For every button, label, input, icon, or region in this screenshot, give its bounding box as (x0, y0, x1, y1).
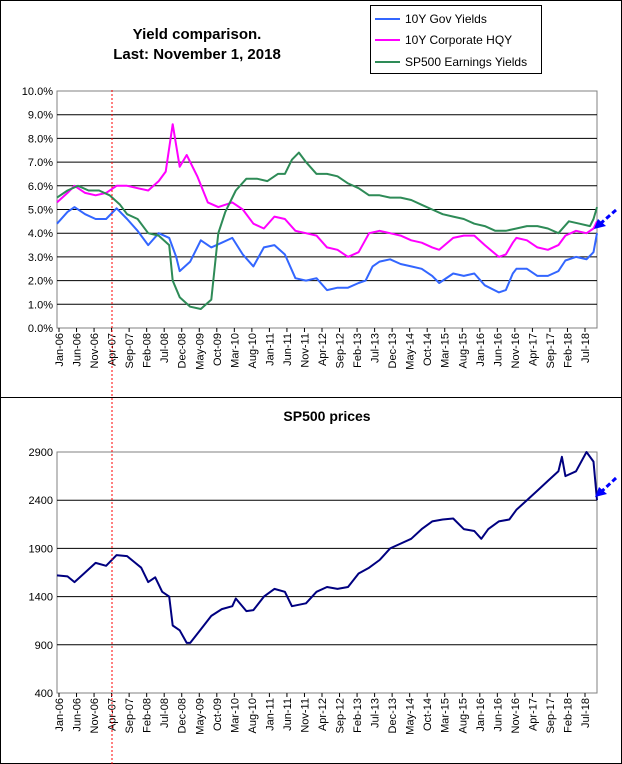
sp500-x-tick-label: Sep-07 (124, 698, 136, 733)
yield-x-tick-label: Nov-11 (299, 333, 311, 368)
yield-y-tick-label: 7.0% (28, 157, 53, 169)
sp500-chart-title: SP500 prices (283, 408, 370, 424)
yield-x-tick-label: Apr-17 (527, 333, 539, 366)
sp500-line-series-0 (56, 451, 598, 644)
yield-x-tick-label: Oct-09 (212, 333, 224, 366)
yield-x-tick-label: Feb-18 (562, 333, 574, 368)
yield-x-tick-label: Jun-06 (72, 333, 84, 367)
yield-x-tick-label: Jan-16 (475, 333, 487, 367)
sp500-x-tick-label: Jan-11 (264, 698, 276, 731)
sp500-x-tick-label: May-09 (194, 698, 206, 735)
sp500-x-tick-label: Mar-15 (440, 698, 452, 733)
yield-x-tick-label: Mar-10 (229, 333, 241, 368)
yield-legend: 10Y Gov Yields 10Y Corporate HQY SP500 E… (370, 5, 542, 74)
sp500-y-tick-label: 2400 (29, 495, 53, 507)
legend-label-corporate: 10Y Corporate HQY (405, 33, 512, 47)
sp500-x-tick-label: Feb-08 (142, 698, 154, 733)
sp500-x-tick-label: Dec-13 (387, 698, 399, 733)
yield-chart-subtitle: Last: November 1, 2018 (113, 46, 281, 63)
sp500-y-tick-label: 900 (35, 640, 53, 652)
yield-y-tick-label: 2.0% (28, 276, 53, 288)
yield-y-tick-label: 6.0% (28, 181, 53, 193)
yield-x-tick-label: Dec-13 (387, 333, 399, 368)
yield-line-sp500-earnings-yields (56, 151, 598, 310)
yield-x-tick-label: Mar-15 (440, 333, 452, 368)
sp500-x-tick-label: Nov-16 (510, 698, 522, 733)
sp500-x-tick-label: Sep-17 (545, 698, 557, 733)
legend-label-earnings: SP500 Earnings Yields (405, 55, 527, 69)
yield-x-tick-label: Sep-12 (335, 333, 347, 368)
yield-x-tick-label: Nov-06 (89, 333, 101, 368)
yield-x-tick-label: Jan-11 (264, 333, 276, 366)
yield-y-tick-label: 0.0% (28, 323, 53, 335)
sp500-x-tick-label: Oct-14 (422, 698, 434, 731)
yield-x-tick-label: Jun-11 (282, 333, 294, 366)
sp500-x-tick-label: Apr-12 (317, 698, 329, 731)
yield-line-10y-corporate-hqy (56, 123, 598, 258)
yield-x-tick-label: Jul-08 (159, 333, 171, 363)
yield-y-tick-label: 4.0% (28, 228, 53, 240)
yield-x-tick-label: Nov-16 (510, 333, 522, 368)
sp500-plot-layer: 400 900 1400 1900 2400 2900 Jan-06 Jun-06 Nov-06… (29, 447, 598, 735)
yield-x-tick-label: Feb-13 (352, 333, 364, 368)
sp500-x-tick-label: Jun-06 (72, 698, 84, 732)
arrow-annotation-sp500 (595, 476, 618, 497)
yield-x-tick-label: Jul-13 (370, 333, 382, 363)
sp500-x-tick-label: Jul-08 (159, 698, 171, 728)
sp500-y-tick-label: 1900 (29, 543, 53, 555)
yield-x-tick-label: Apr-12 (317, 333, 329, 366)
sp500-x-tick-label: Dec-08 (177, 698, 189, 733)
sp500-x-tick-label: Nov-06 (89, 698, 101, 733)
yield-plot-layer: 0.0% 1.0% 2.0% 3.0% 4.0% 5.0% 6.0% 7.0% 8.0% 9.0%… (22, 86, 598, 370)
yield-x-tick-label: Jan-06 (54, 333, 66, 367)
sp500-x-tick-label: Jul-18 (580, 698, 592, 728)
sp500-y-tick-label: 1400 (29, 592, 53, 604)
yield-x-tick-label: Aug-10 (247, 333, 259, 368)
arrow-annotation-yields (594, 208, 617, 229)
sp500-x-tick-label: Oct-09 (212, 698, 224, 731)
yield-x-tick-label: Jul-18 (580, 333, 592, 363)
yield-y-tick-label: 3.0% (28, 252, 53, 264)
sp500-x-tick-label: May-14 (405, 698, 417, 735)
yield-y-tick-label: 1.0% (28, 299, 53, 311)
yield-x-tick-label: Jun-16 (492, 333, 504, 367)
sp500-x-tick-label: Aug-10 (247, 698, 259, 733)
yield-x-tick-label: Sep-17 (545, 333, 557, 368)
sp500-x-tick-label: Jul-13 (370, 698, 382, 728)
yield-y-tick-label: 10.0% (22, 86, 53, 98)
yield-x-tick-label: May-14 (405, 333, 417, 370)
sp500-x-tick-label: Aug-15 (457, 698, 469, 733)
sp500-x-tick-label: Feb-13 (352, 698, 364, 733)
sp500-x-tick-label: Jan-06 (54, 698, 66, 732)
yield-line-10y-gov-yields (56, 206, 598, 294)
sp500-x-tick-label: Jan-16 (475, 698, 487, 732)
sp500-x-tick-label: Jun-11 (282, 698, 294, 731)
sp500-x-tick-label: Apr-17 (527, 698, 539, 731)
yield-x-tick-label: Oct-14 (422, 333, 434, 366)
legend-label-gov: 10Y Gov Yields (405, 12, 487, 26)
yield-x-tick-label: Aug-15 (457, 333, 469, 368)
sp500-x-tick-label: Sep-12 (335, 698, 347, 733)
yield-chart-title: Yield comparison. (133, 26, 262, 43)
sp500-x-tick-label: Apr-07 (107, 698, 119, 731)
sp500-x-tick-label: Mar-10 (229, 698, 241, 733)
sp500-x-tick-label: Nov-11 (299, 698, 311, 733)
yield-x-tick-label: Apr-07 (107, 333, 119, 366)
yield-y-tick-label: 9.0% (28, 110, 53, 122)
sp500-x-tick-label: Jun-16 (492, 698, 504, 732)
yield-x-tick-label: Feb-08 (142, 333, 154, 368)
yield-y-tick-label: 5.0% (28, 205, 53, 217)
yield-x-tick-label: Sep-07 (124, 333, 136, 368)
sp500-y-tick-label: 2900 (29, 447, 53, 459)
sp500-x-tick-label: Feb-18 (562, 698, 574, 733)
yield-y-tick-label: 8.0% (28, 133, 53, 145)
yield-x-tick-label: Dec-08 (177, 333, 189, 368)
sp500-y-tick-label: 400 (35, 688, 53, 700)
yield-x-tick-label: May-09 (194, 333, 206, 370)
sp500-plot-area (56, 451, 598, 694)
